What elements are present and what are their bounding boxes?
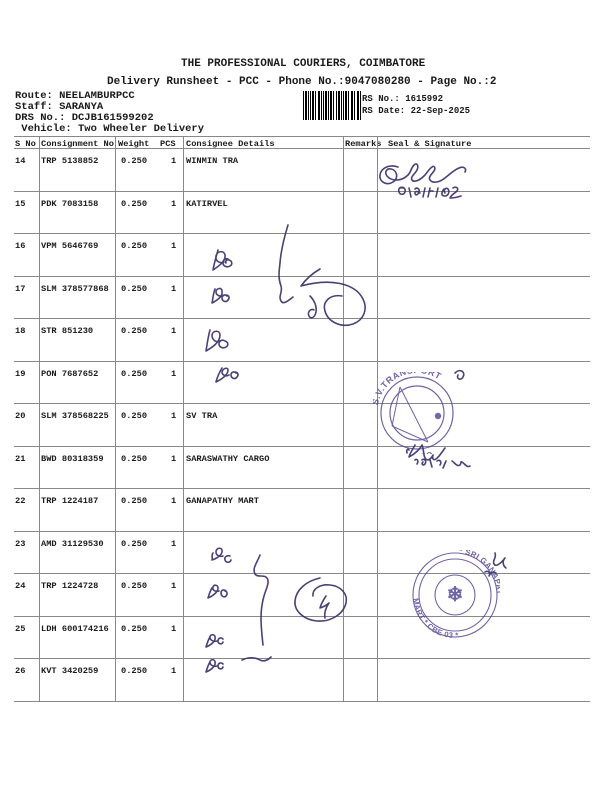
- svg-text:❄: ❄: [447, 584, 464, 606]
- svg-text:CBE: CBE: [412, 449, 434, 454]
